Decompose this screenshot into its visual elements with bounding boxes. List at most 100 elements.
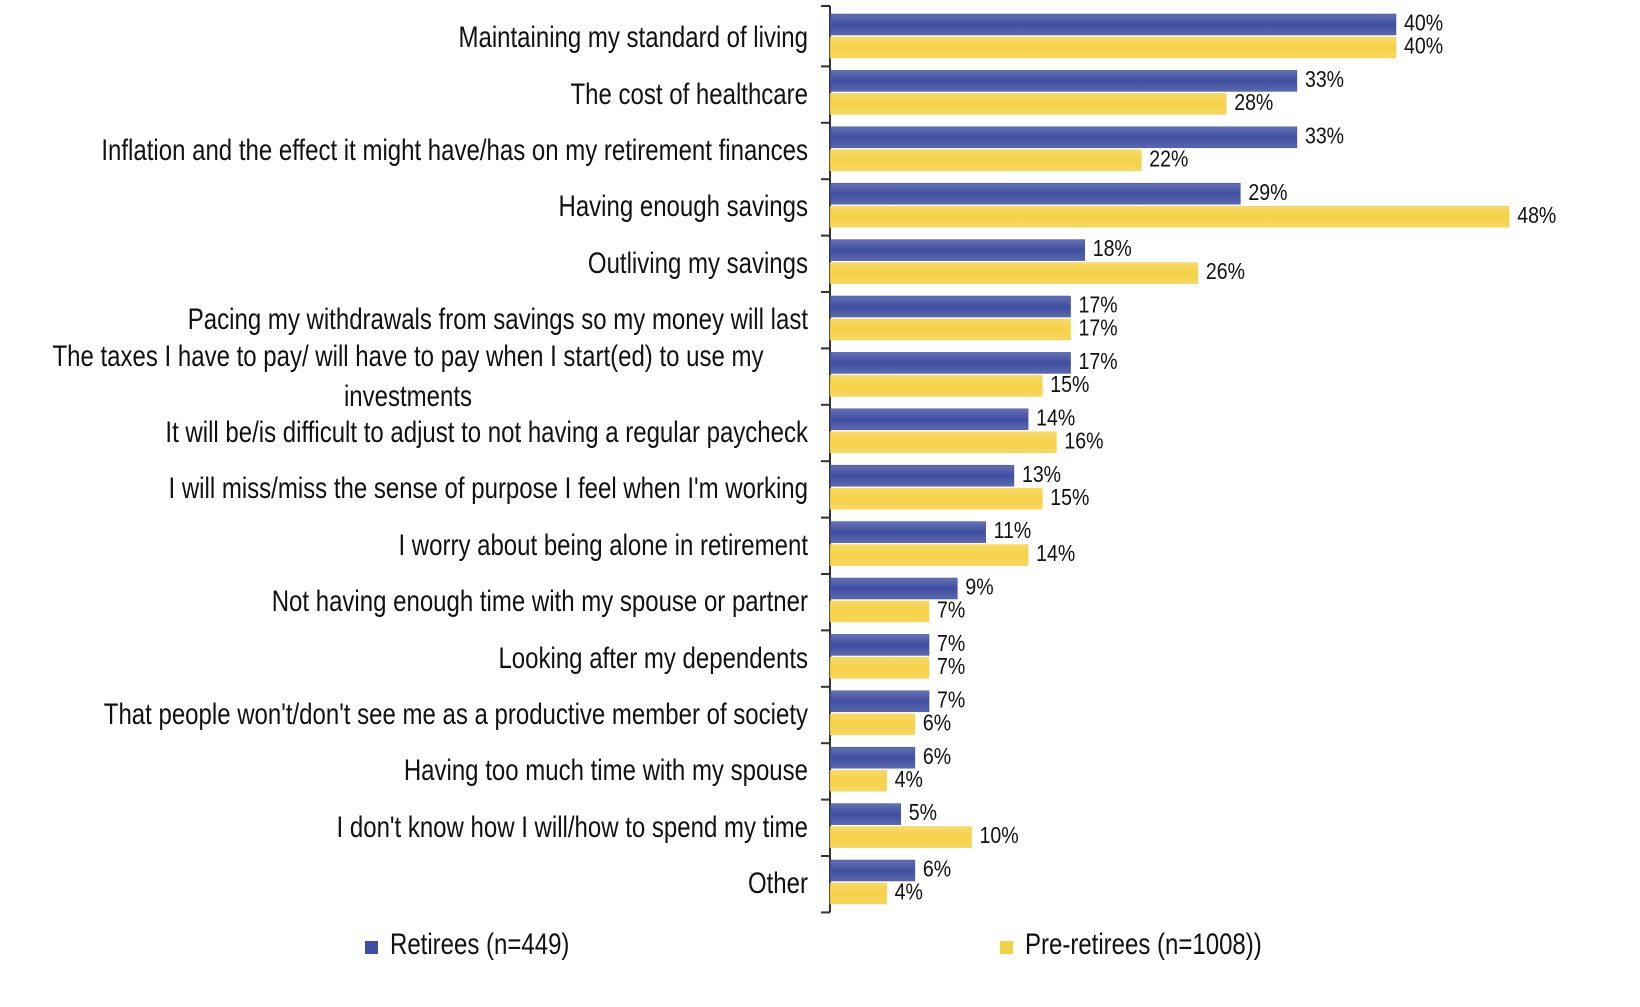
category-label: I will miss/miss the sense of purpose I … [8, 469, 809, 509]
bar [829, 882, 887, 905]
value-label: 13% [1022, 461, 1061, 487]
value-label: 5% [909, 800, 937, 826]
value-label: 28% [1234, 90, 1273, 116]
category-label: Inflation and the effect it might have/h… [8, 131, 808, 171]
bar [829, 577, 958, 600]
value-label: 17% [1079, 349, 1118, 375]
value-label: 6% [923, 710, 951, 736]
legend-label: Pre-retirees (n=1008)) [1025, 928, 1262, 962]
legend-swatch [365, 941, 378, 954]
category-label: The taxes I have to pay/ will have to pa… [8, 337, 808, 417]
category-label: Having enough savings [8, 187, 808, 227]
bar [829, 431, 1057, 454]
bar [829, 126, 1298, 149]
category-label-text: Having enough savings [558, 190, 808, 224]
bar [829, 600, 930, 623]
value-label: 9% [965, 574, 993, 600]
category-label: It will be/is difficult to adjust to not… [8, 413, 808, 453]
value-label: 40% [1404, 10, 1443, 36]
bar [829, 239, 1085, 261]
value-label: 48% [1517, 202, 1556, 228]
value-label: 17% [1079, 292, 1118, 318]
value-label: 26% [1206, 259, 1245, 285]
category-label-text: Outliving my savings [587, 246, 808, 280]
category-label: Looking after my dependents [8, 639, 808, 679]
bar [829, 70, 1298, 92]
value-label: 6% [923, 856, 951, 882]
category-label-text: It will be/is difficult to adjust to not… [165, 416, 809, 449]
bar [829, 746, 916, 769]
bar [829, 713, 916, 736]
value-label: 15% [1050, 372, 1089, 398]
value-label: 10% [980, 823, 1019, 849]
bar [829, 803, 901, 825]
value-label: 7% [937, 597, 965, 623]
category-label-text: Looking after my dependents [498, 641, 808, 675]
category-label-text: Having too much time with my spouse [403, 754, 808, 788]
category-label: I worry about being alone in retirement [8, 526, 808, 566]
value-label: 29% [1248, 179, 1287, 205]
category-label-text: That people won't/don't see me as a prod… [103, 698, 809, 731]
category-label: I don't know how I will/how to spend my … [8, 808, 808, 848]
value-label: 16% [1064, 428, 1103, 454]
category-label: Other [8, 864, 808, 904]
bar [829, 149, 1142, 172]
value-label: 33% [1305, 67, 1344, 93]
bar [829, 408, 1029, 431]
bar [829, 36, 1397, 59]
bar [829, 262, 1199, 284]
bar [829, 352, 1071, 374]
bar [829, 487, 1043, 510]
category-label-text: Other [747, 867, 808, 901]
legend-label: Retirees (n=449) [390, 928, 569, 962]
category-label: Not having enough time with my spouse or… [8, 582, 808, 622]
legend-swatch [1000, 941, 1013, 954]
value-label: 7% [937, 687, 965, 713]
value-label: 17% [1079, 315, 1118, 341]
value-label: 4% [895, 766, 923, 792]
value-label: 18% [1093, 236, 1132, 262]
category-label-text: Inflation and the effect it might have/h… [101, 134, 808, 167]
value-label: 4% [895, 879, 923, 905]
value-label: 11% [994, 518, 1032, 544]
bar [829, 375, 1043, 397]
value-label: 40% [1404, 33, 1443, 59]
value-label: 22% [1149, 146, 1188, 172]
value-label: 14% [1036, 541, 1075, 567]
bar [829, 657, 930, 679]
category-label-text: I will miss/miss the sense of purpose I … [168, 472, 809, 506]
bar [829, 521, 986, 543]
value-label: 6% [923, 743, 951, 769]
bar [829, 544, 1029, 566]
category-label-text: I don't know how I will/how to spend my … [336, 810, 808, 844]
value-label: 14% [1036, 405, 1075, 431]
category-label-text: The taxes I have to pay/ will have to pa… [52, 339, 764, 413]
bar [829, 182, 1241, 205]
category-label: Outliving my savings [8, 244, 808, 284]
bar [829, 859, 916, 882]
bar [829, 205, 1510, 228]
legend-label-text: Retirees (n=449) [390, 928, 570, 961]
bar [829, 93, 1227, 115]
category-label: Having too much time with my spouse [8, 751, 808, 791]
category-label: That people won't/don't see me as a prod… [8, 695, 808, 735]
category-label: Maintaining my standard of living [8, 18, 808, 58]
bar [829, 13, 1397, 36]
category-label-text: I worry about being alone in retirement [398, 528, 808, 562]
value-label: 7% [937, 631, 965, 657]
bar [829, 826, 972, 848]
category-label: The cost of healthcare [8, 75, 808, 115]
value-label: 15% [1050, 484, 1089, 510]
category-label-text: The cost of healthcare [570, 77, 808, 111]
bar [829, 634, 930, 656]
category-label-text: Not having enough time with my spouse or… [271, 585, 808, 619]
bar [829, 769, 887, 792]
bar [829, 464, 1015, 487]
bar [829, 295, 1071, 318]
legend-label-text: Pre-retirees (n=1008)) [1025, 928, 1262, 961]
value-label: 33% [1305, 123, 1344, 149]
category-label-text: Maintaining my standard of living [458, 21, 808, 55]
category-label: Pacing my withdrawals from savings so my… [8, 300, 808, 340]
